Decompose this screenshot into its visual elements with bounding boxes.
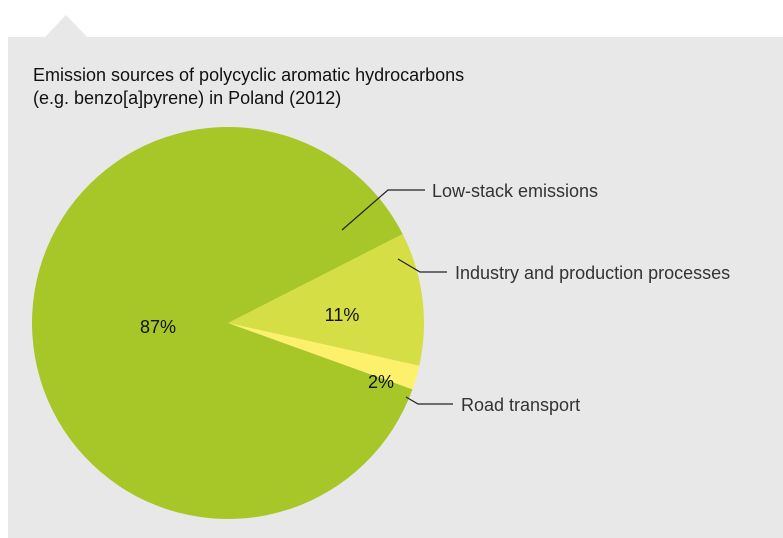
leader-line [405, 396, 453, 405]
leader-line [341, 189, 425, 231]
slice-road-transport [228, 323, 420, 390]
chart-title: Emission sources of polycyclic aromatic … [33, 64, 593, 110]
legend-road-transport: Road transport [461, 395, 580, 415]
legend-industry: Industry and production processes [455, 263, 730, 283]
value-label-low-stack: 87% [140, 317, 176, 337]
chart-title-line-1: Emission sources of polycyclic aromatic … [33, 65, 465, 85]
slice-industry-and-production [228, 234, 424, 366]
value-label-road-transport: 2% [368, 372, 394, 392]
value-label-industry: 11% [325, 305, 360, 325]
leader-line [397, 258, 447, 273]
legend-low-stack: Low-stack emissions [432, 181, 598, 201]
slice-low-stack-emissions [31, 126, 413, 519]
chart-title-line-2: (e.g. benzo[a]pyrene) in Poland (2012) [33, 88, 342, 108]
